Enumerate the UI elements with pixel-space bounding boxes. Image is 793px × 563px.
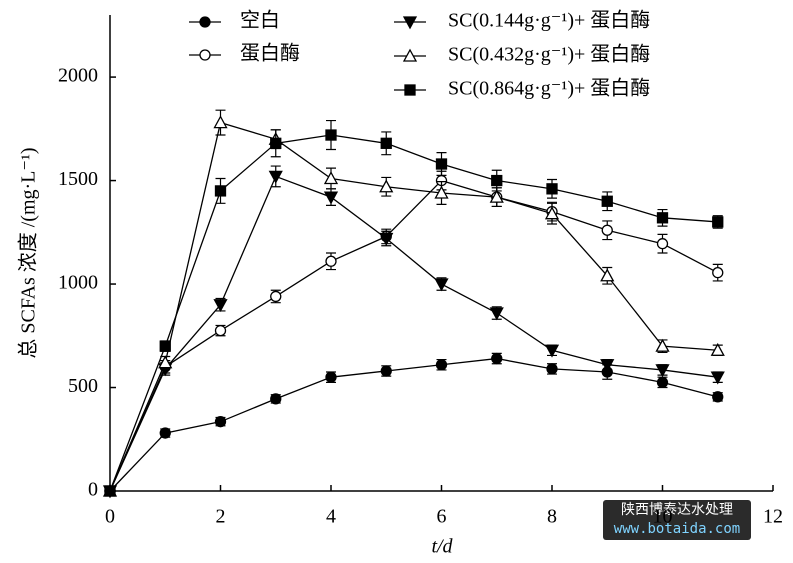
marker [434,185,449,199]
marker [379,232,394,246]
marker [656,376,669,388]
marker [600,359,615,373]
x-tick-label: 8 [547,506,557,528]
marker [323,171,339,185]
watermark: www.botaida.com [614,521,740,537]
marker [325,255,337,267]
marker [158,355,173,369]
marker [435,359,448,371]
marker [712,267,724,279]
marker [491,352,503,365]
marker [270,393,282,405]
y-tick-label: 500 [68,375,98,397]
marker [380,137,392,149]
marker [214,185,227,197]
legend-label: SC(0.432g·g⁻¹)+ 蛋白酶 [448,43,650,66]
marker [268,170,283,184]
marker [489,189,504,203]
y-tick-label: 1000 [58,272,98,294]
marker [544,206,560,220]
legend-label: SC(0.144g·g⁻¹)+ 蛋白酶 [448,9,650,32]
line [109,179,719,492]
line [109,121,718,492]
line [109,175,718,492]
marker [712,391,724,403]
marker [435,158,448,170]
marker [323,191,339,205]
watermark: 陕西博泰达水处理 [621,501,733,518]
x-tick-label: 0 [105,506,115,528]
marker [601,195,613,207]
marker [214,416,227,428]
marker [270,290,282,303]
x-tick-label: 6 [437,506,447,528]
line [109,357,718,492]
marker [214,324,227,337]
marker [655,338,670,352]
marker [434,278,449,292]
marker [655,364,670,378]
marker [325,371,337,383]
marker [600,268,615,282]
marker [270,137,282,149]
legend-marker [404,84,416,96]
x-tick-label: 12 [763,506,783,528]
marker [712,216,724,228]
marker [159,340,171,352]
marker [380,365,392,377]
marker [213,299,228,313]
marker [325,129,337,141]
marker [544,344,560,358]
x-tick-label: 2 [216,506,226,528]
legend-marker [402,16,418,30]
x-axis-label: t/d [431,536,453,558]
watermark-box [603,500,751,540]
marker [710,342,725,356]
marker [159,427,171,439]
legend-marker [402,48,418,62]
y-tick-label: 2000 [58,65,98,87]
legend-marker [199,49,211,61]
line [109,134,718,492]
marker [489,307,504,321]
marker [104,485,116,497]
y-axis-label: 总 SCFAs 浓度 /(mg·L⁻¹) [17,147,40,358]
marker [379,179,394,193]
y-tick-label: 0 [88,479,98,501]
legend-label: SC(0.864g·g⁻¹)+ 蛋白酶 [448,77,650,100]
marker [601,224,613,236]
marker [656,212,669,224]
marker [213,115,228,129]
marker [546,183,558,195]
x-tick-label: 4 [326,506,336,528]
x-tick-label: 10 [653,506,673,528]
legend-marker [199,16,211,28]
y-tick-label: 1500 [58,168,98,190]
legend-label: 空白 [240,9,280,32]
marker [546,363,558,375]
marker [710,371,725,385]
legend-label: 蛋白酶 [240,42,300,65]
marker [656,238,669,250]
marker [491,174,503,187]
